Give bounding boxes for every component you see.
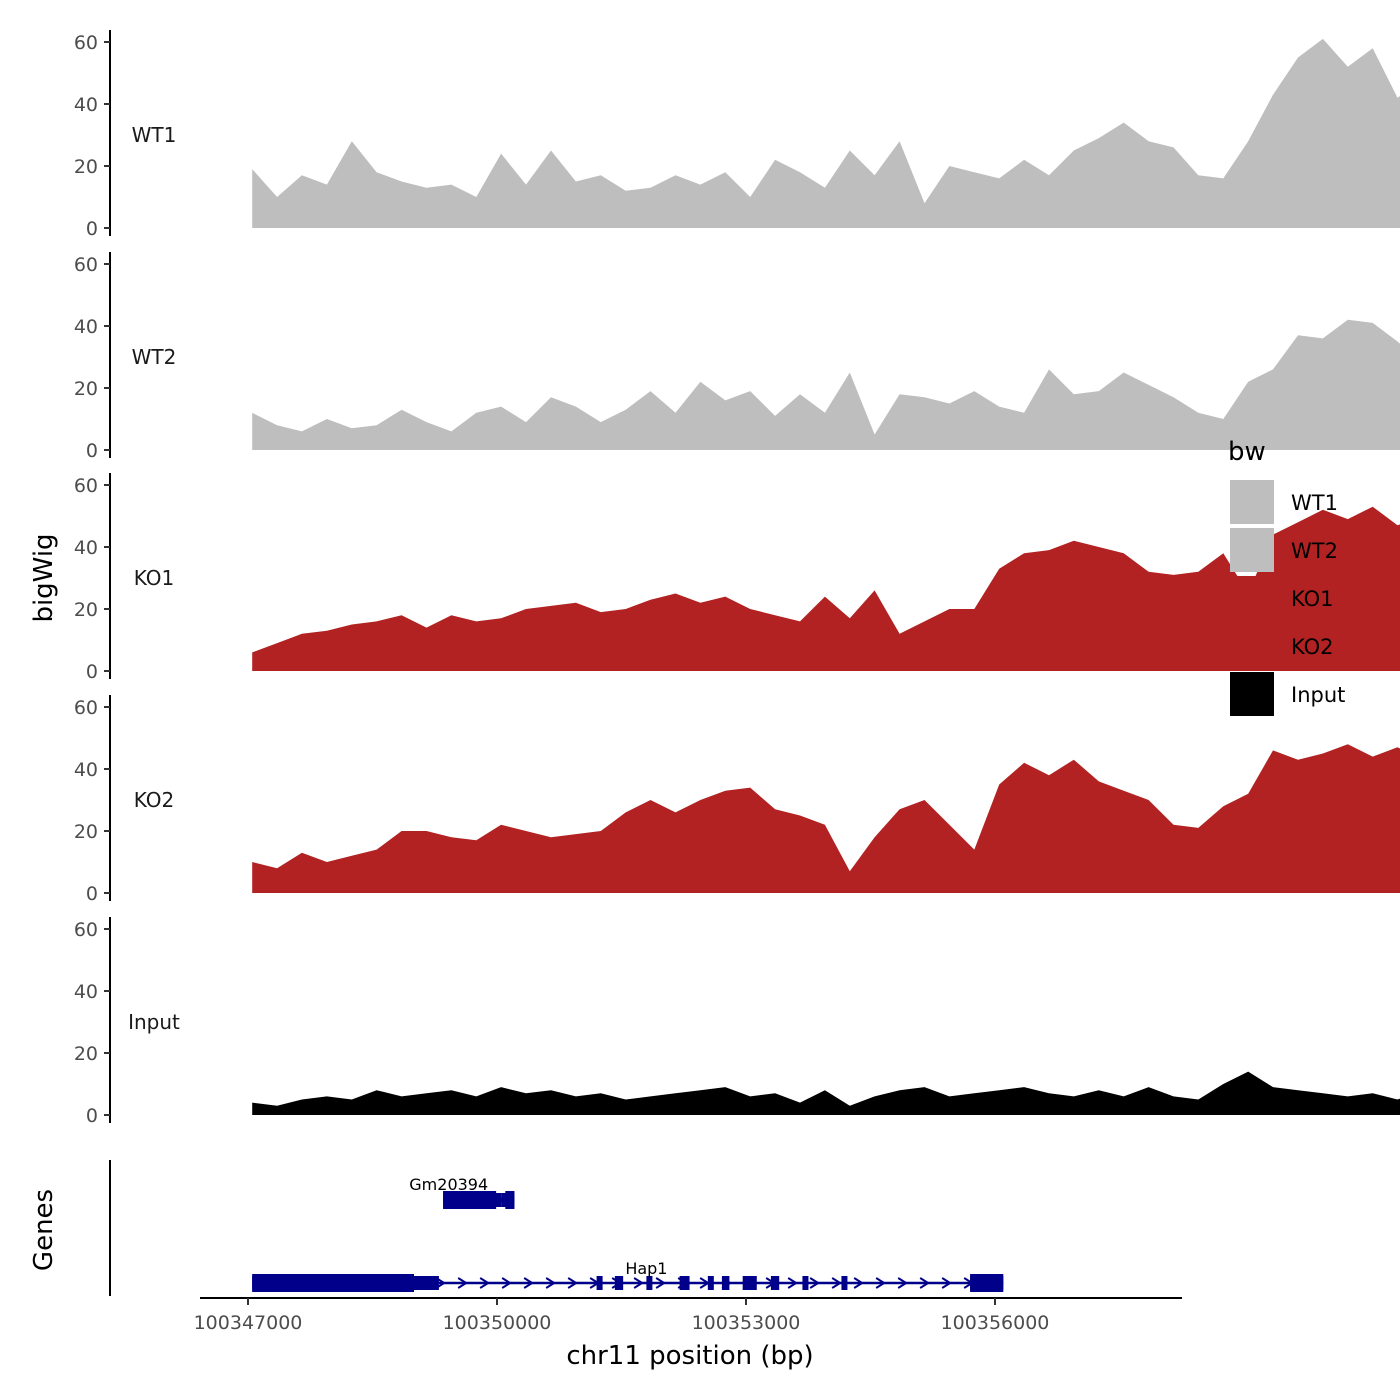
strand-arrow [501,1277,513,1289]
x-tick-label: 100356000 [941,1312,1050,1334]
legend-swatch-ko2 [1230,624,1274,668]
panel-ko1: 0 20 40 60 KO1 [74,473,1400,683]
gene-label: Gm20394 [409,1175,488,1194]
coverage-panels: 0 20 40 60 WT1 0 20 40 60 WT2 0 20 40 60 KO1 0 20 40 60 KO2… [74,30,1400,1127]
exon [679,1276,690,1290]
x-tick-label: 100353000 [692,1312,801,1334]
exon [614,1276,624,1290]
strand-arrow [809,1277,821,1289]
strand-arrow [479,1277,491,1289]
y-tick-label: 20 [74,821,98,843]
cds-block [970,1274,1004,1292]
legend-swatch-ko1 [1230,576,1274,620]
y-tick-label: 40 [74,759,98,781]
coverage-area-wt2 [252,319,1400,450]
track-label-wt1: WT1 [132,123,177,147]
legend-title: bw [1228,437,1266,467]
y-tick-label: 60 [74,254,98,276]
gene-hap1: Hap1 [252,1259,1004,1292]
gene-label: Hap1 [625,1259,667,1278]
y-tick-label: 0 [86,218,98,240]
exon [721,1276,730,1290]
strand-arrow [567,1277,579,1289]
strand-arrow [655,1277,667,1289]
x-axis-title: chr11 position (bp) [566,1341,813,1371]
exon [770,1276,780,1290]
gene-track: Gm20394 Hap1 [109,1160,1004,1296]
y-tick-label: 60 [74,919,98,941]
track-label-ko2: KO2 [134,788,175,812]
strand-arrow [523,1277,535,1289]
panel-wt2: 0 20 40 60 WT2 [74,252,1400,462]
coverage-area-ko1 [252,506,1400,671]
genes-axis-title: Genes [29,1189,59,1271]
exon [707,1276,714,1290]
legend-label-wt1: WT1 [1291,491,1338,515]
exon [802,1276,809,1290]
y-tick-label: 60 [74,697,98,719]
strand-arrow [633,1277,645,1289]
y-tick-label: 20 [74,156,98,178]
panel-wt1: 0 20 40 60 WT1 [74,30,1400,240]
y-tick-label: 40 [74,94,98,116]
strand-arrow [919,1277,931,1289]
strand-arrow [853,1277,865,1289]
legend-label-wt2: WT2 [1291,539,1338,563]
strand-arrow [545,1277,557,1289]
legend-label-input: Input [1291,683,1345,707]
legend-label-ko1: KO1 [1291,587,1334,611]
y-tick-label: 0 [86,1105,98,1127]
cds-block [505,1191,515,1209]
coverage-area-input [252,1071,1400,1115]
exon [596,1276,603,1290]
legend-swatch-wt1 [1230,480,1274,524]
y-tick-label: 40 [74,537,98,559]
y-tick-label: 20 [74,378,98,400]
legend-swatch-wt2 [1230,528,1274,572]
legend-label-ko2: KO2 [1291,635,1334,659]
legend: bw WT1 WT2 KO1 KO2 Input [1228,437,1345,716]
y-tick-label: 40 [74,981,98,1003]
strand-arrow [897,1277,909,1289]
y-tick-label: 40 [74,316,98,338]
panel-input: 0 20 40 60 Input [74,917,1400,1127]
y-tick-label: 20 [74,599,98,621]
coverage-area-ko2 [252,744,1400,893]
exon [646,1276,653,1290]
y-tick-label: 60 [74,475,98,497]
track-label-ko1: KO1 [134,566,175,590]
x-tick-label: 100347000 [194,1312,303,1334]
exon [742,1276,757,1290]
y-axis-title: bigWig [29,533,59,622]
strand-arrow [875,1277,887,1289]
x-axis: 100347000 100350000 100353000 100356000 [194,1297,1182,1334]
panel-ko2: 0 20 40 60 KO2 [74,695,1400,905]
strand-arrow [787,1277,799,1289]
y-tick-label: 60 [74,32,98,54]
legend-swatch-input [1230,672,1274,716]
exon [841,1276,848,1290]
y-tick-label: 0 [86,883,98,905]
gene-gm20394: Gm20394 [409,1175,515,1209]
cds-block [252,1274,414,1292]
strand-arrow [831,1277,843,1289]
y-tick-label: 0 [86,440,98,462]
y-tick-label: 20 [74,1043,98,1065]
x-tick-label: 100350000 [443,1312,552,1334]
track-label-wt2: WT2 [132,345,177,369]
y-tick-label: 0 [86,661,98,683]
strand-arrow [457,1277,469,1289]
cds-block [443,1191,497,1209]
coverage-area-wt1 [252,38,1400,228]
track-label-input: Input [128,1010,180,1034]
strand-arrow [941,1277,953,1289]
